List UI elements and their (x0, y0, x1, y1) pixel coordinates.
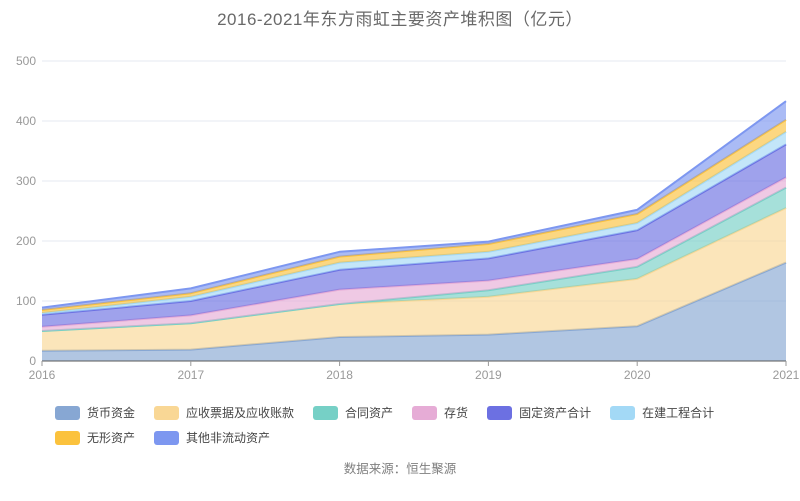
legend-label: 合同资产 (345, 406, 394, 420)
legend-item-3[interactable]: 合同资产 (313, 404, 393, 421)
x-axis-label: 2018 (326, 368, 353, 382)
legend-item-6[interactable]: 在建工程合计 (610, 404, 714, 421)
legend-swatch (55, 405, 80, 420)
legend-item-8[interactable]: 其他非流动资产 (154, 429, 270, 446)
x-axis (41, 360, 787, 366)
stacked-area-plot (41, 60, 787, 366)
y-axis-label: 200 (15, 234, 36, 248)
x-axis-label: 2019 (475, 368, 502, 382)
legend-label: 无形资产 (87, 431, 136, 445)
legend-swatch (154, 430, 180, 445)
legend-item-1[interactable]: 货币资金 (55, 404, 135, 421)
legend-swatch (487, 405, 513, 420)
x-axis-label: 2016 (28, 368, 56, 382)
legend-label: 货币资金 (87, 406, 136, 420)
legend-swatch (412, 405, 438, 420)
y-axis-label: 300 (15, 174, 36, 188)
area-应收票据及应收账款[interactable] (42, 208, 786, 351)
y-axis-label: 0 (29, 354, 36, 368)
legend-item-5[interactable]: 固定资产合计 (487, 404, 591, 421)
legend-swatch (55, 430, 80, 445)
legend-swatch (610, 405, 636, 420)
area-series (41, 100, 787, 361)
chart-title: 2016-2021年东方雨虹主要资产堆积图（亿元） (217, 10, 583, 29)
legend-swatch (313, 405, 339, 420)
legend-label: 应收票据及应收账款 (186, 406, 295, 420)
x-axis-label: 2021 (772, 368, 800, 382)
legend-item-7[interactable]: 无形资产 (55, 429, 135, 446)
x-axis-label: 2020 (623, 368, 651, 382)
y-axis-label: 100 (15, 294, 36, 308)
area-无形资产[interactable] (42, 119, 786, 313)
x-axis-label: 2017 (177, 368, 205, 382)
area-货币资金[interactable] (42, 262, 786, 361)
legend-item-4[interactable]: 存货 (412, 404, 468, 421)
chart-legend: 货币资金 应收票据及应收账款 合同资产 存货 固定资产合计 在建工程合计无形资产 其他非流动… (55, 404, 755, 446)
y-axis-label: 400 (15, 114, 36, 128)
legend-swatch (154, 405, 180, 420)
line-其他非流动资产 (41, 100, 787, 309)
legend-label: 固定资产合计 (519, 406, 592, 420)
y-axis-label: 500 (15, 54, 36, 68)
legend-label: 其他非流动资产 (186, 431, 271, 445)
data-source: 数据来源：恒生聚源 (343, 462, 457, 476)
legend-label: 在建工程合计 (642, 406, 715, 420)
legend-label: 存货 (444, 406, 469, 420)
legend-item-2[interactable]: 应收票据及应收账款 (154, 404, 294, 421)
